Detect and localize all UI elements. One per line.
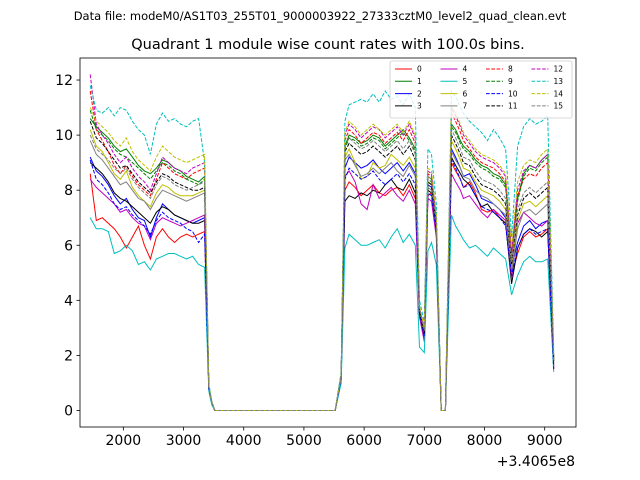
legend-label-8: 8 — [508, 65, 513, 74]
legend-label-12: 12 — [554, 65, 564, 74]
x-tick-label: 7000 — [406, 433, 442, 449]
legend-label-10: 10 — [508, 89, 518, 98]
y-tick-label: 4 — [64, 293, 73, 309]
legend-label-5: 5 — [463, 77, 468, 86]
legend-label-9: 9 — [508, 77, 513, 86]
legend-label-14: 14 — [554, 89, 564, 98]
legend-label-13: 13 — [554, 77, 564, 86]
series-line-13 — [89, 85, 555, 411]
y-tick-label: 6 — [64, 238, 73, 254]
legend-label-7: 7 — [463, 102, 468, 111]
legend-label-1: 1 — [417, 77, 422, 86]
series-line-15 — [89, 129, 555, 411]
legend-label-4: 4 — [463, 65, 468, 74]
series-line-11 — [89, 121, 555, 411]
y-tick-label: 12 — [55, 73, 73, 89]
figure-supertitle: Data file: modeM0/AS1T03_255T01_90000039… — [74, 9, 567, 23]
legend-label-11: 11 — [508, 102, 518, 111]
y-tick-label: 8 — [64, 183, 73, 199]
y-tick-label: 2 — [64, 348, 73, 364]
legend-label-0: 0 — [417, 65, 422, 74]
x-tick-label: 3000 — [166, 433, 202, 449]
x-tick-label: 8000 — [467, 433, 503, 449]
x-tick-label: 5000 — [286, 433, 322, 449]
y-tick-label: 0 — [64, 403, 73, 419]
x-tick-label: 6000 — [346, 433, 382, 449]
plot-area — [89, 74, 555, 411]
series-line-8 — [89, 90, 555, 411]
x-axis-offset-label: +3.4065e8 — [497, 454, 575, 470]
legend-label-2: 2 — [417, 89, 422, 98]
legend-label-3: 3 — [417, 102, 422, 111]
x-tick-label: 9000 — [527, 433, 563, 449]
legend-box — [389, 60, 573, 119]
chart-title: Quadrant 1 module wise count rates with … — [131, 37, 525, 53]
axes: 2000 3000 4000 5000 6000 7000 8000 900002468101… — [55, 57, 577, 449]
y-tick-label: 10 — [55, 128, 73, 144]
axes-frame — [79, 57, 577, 428]
legend-label-6: 6 — [463, 89, 468, 98]
series-line-14 — [89, 104, 555, 411]
x-tick-label: 4000 — [226, 433, 262, 449]
legend-label-15: 15 — [554, 102, 564, 111]
x-tick-label: 2000 — [106, 433, 142, 449]
